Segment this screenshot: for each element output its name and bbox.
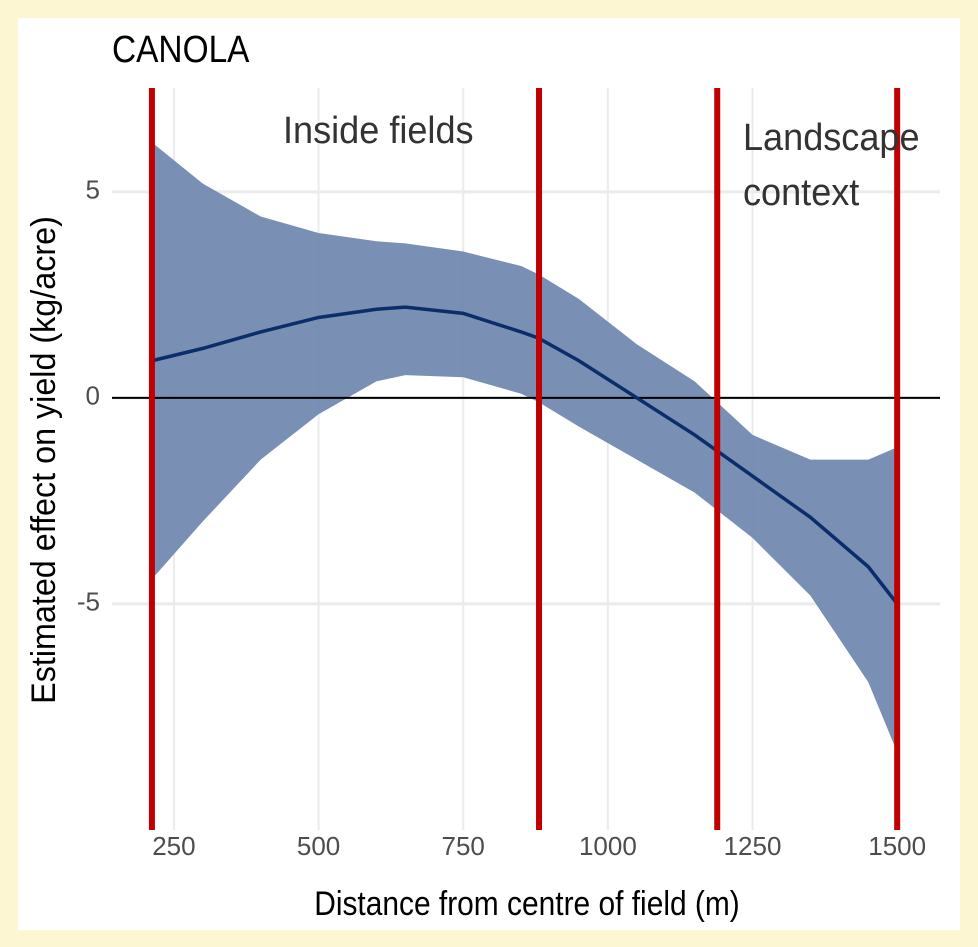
y-tick-label: 5: [86, 175, 100, 205]
x-tick-label: 1500: [868, 831, 926, 861]
annotation: Inside fields: [283, 108, 474, 151]
fit-line: [151, 305, 899, 605]
annotation: context: [743, 170, 860, 213]
annotation: Landscape: [743, 115, 920, 158]
x-axis-title: Distance from centre of field (m): [314, 884, 740, 922]
x-tick-label: 250: [152, 831, 195, 861]
y-tick-label: 0: [86, 381, 100, 411]
y-axis-title: Estimated effect on yield (kg/acre): [25, 216, 63, 704]
x-tick-label: 500: [297, 831, 340, 861]
y-tick-label: -5: [77, 587, 100, 617]
x-tick-label: 1000: [579, 831, 637, 861]
chart-title: CANOLA: [112, 28, 250, 70]
x-tick-label: 1250: [724, 831, 782, 861]
confidence-band: [151, 142, 898, 753]
x-tick-label: 750: [442, 831, 485, 861]
